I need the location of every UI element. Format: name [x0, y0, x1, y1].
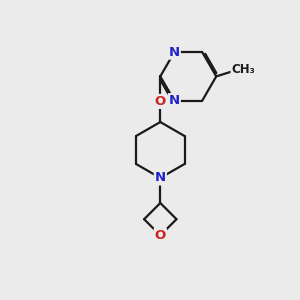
Text: CH₃: CH₃: [232, 63, 255, 76]
Text: N: N: [169, 46, 180, 59]
Text: N: N: [169, 94, 180, 107]
Text: N: N: [155, 172, 166, 184]
Text: O: O: [155, 229, 166, 242]
Text: O: O: [155, 95, 166, 108]
